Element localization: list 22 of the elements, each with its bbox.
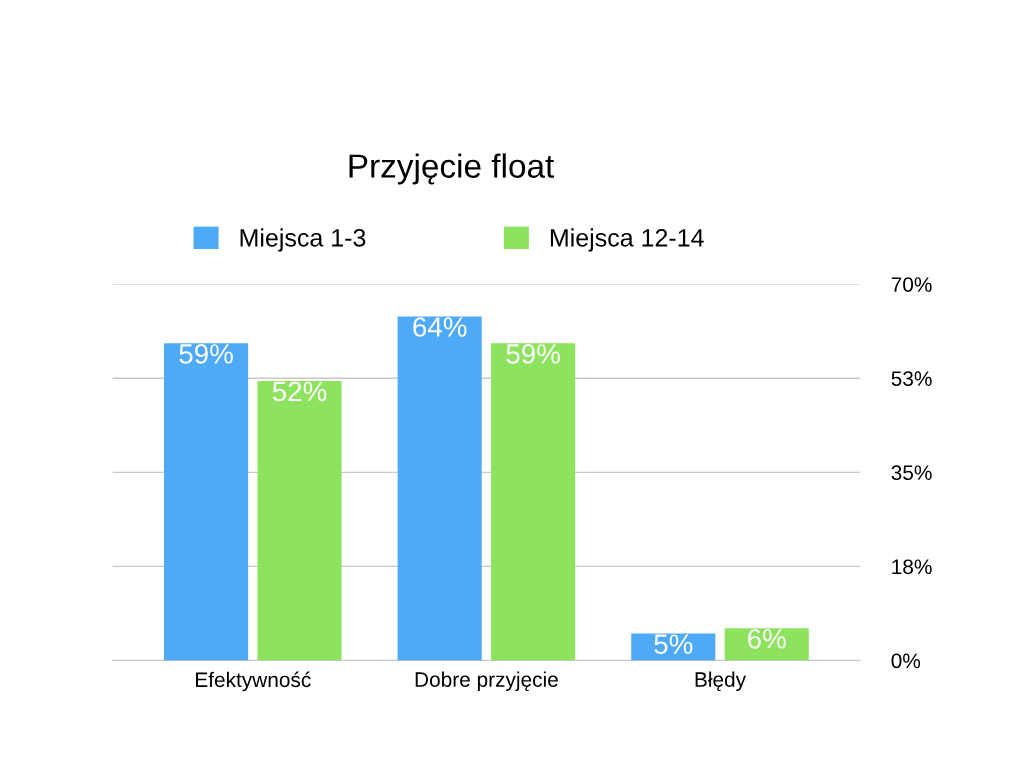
legend-label: Miejsca 1-3 [240, 228, 366, 252]
x-tick-label: Dobre przyjęcie [415, 671, 558, 692]
y-tick-label: 35% [891, 465, 932, 481]
bar [397, 316, 482, 661]
data-label: 5% [654, 634, 693, 654]
x-tick-label: Efektywność [196, 671, 311, 692]
data-label: 52% [272, 381, 327, 402]
y-tick-label: 53% [891, 371, 932, 386]
y-tick-label: 0% [891, 653, 921, 669]
data-label: 64% [413, 317, 467, 337]
bar [164, 343, 249, 661]
chart-title: Przyjęcie float [349, 153, 555, 185]
y-tick-label: 70% [891, 277, 932, 292]
data-label: 59% [506, 344, 560, 364]
bar [491, 343, 576, 661]
bar [724, 628, 809, 661]
x-tick-label: Błędy [695, 671, 747, 692]
data-label: 6% [748, 628, 786, 649]
y-tick-label: 18% [892, 559, 932, 575]
data-label: 59% [179, 344, 233, 364]
legend-label: Miejsca 12-14 [550, 228, 704, 252]
bar [257, 380, 342, 661]
